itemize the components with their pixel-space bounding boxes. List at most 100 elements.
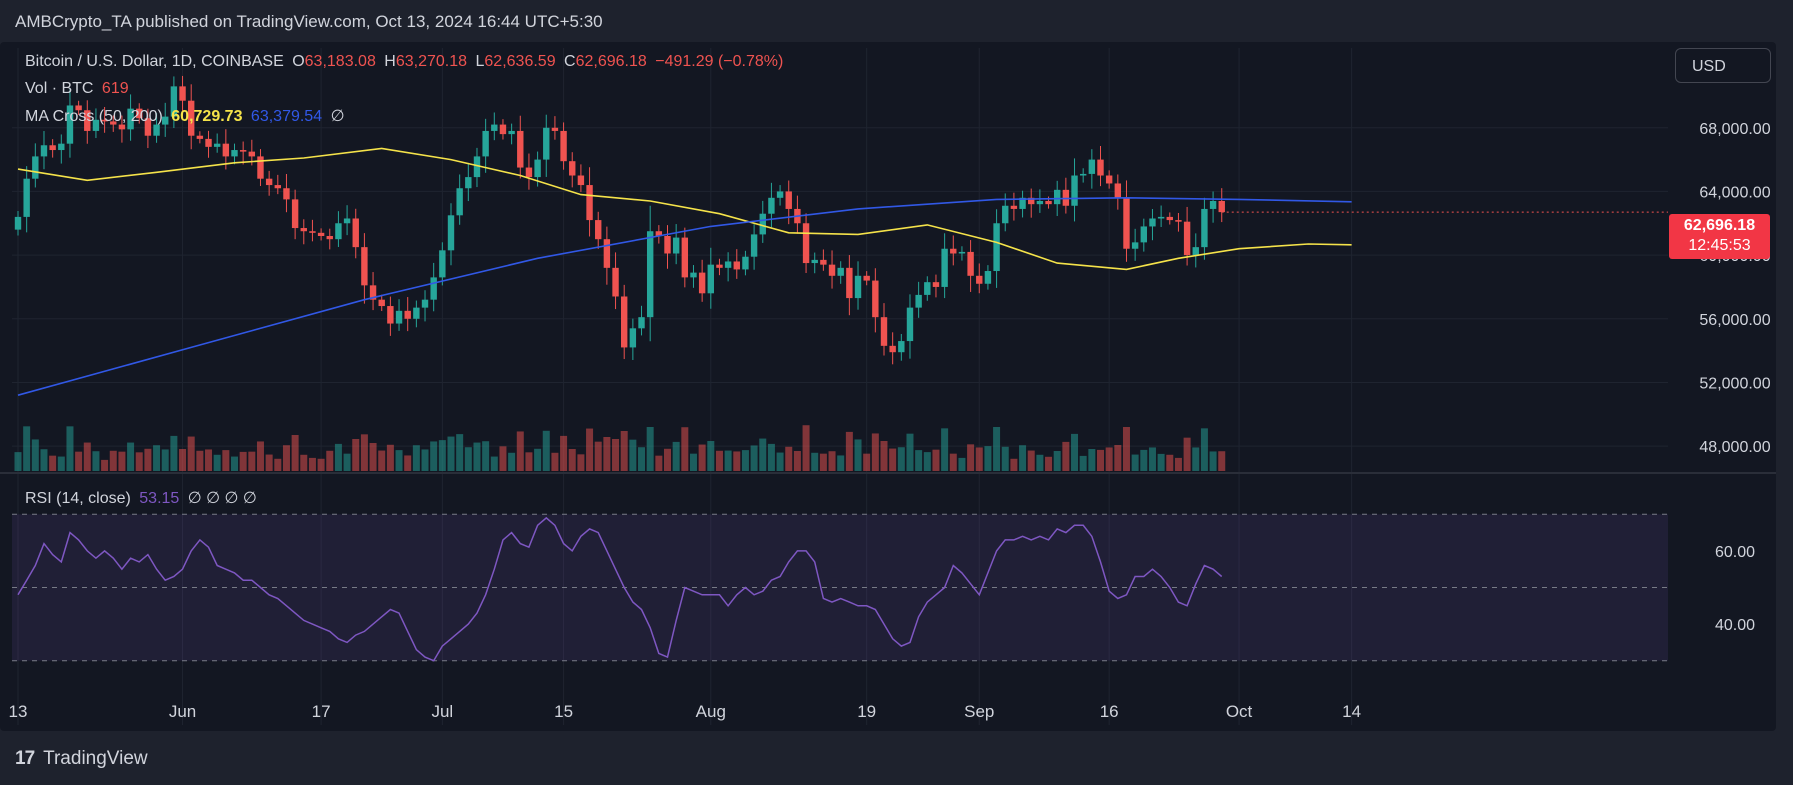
volume-bar [1166, 454, 1174, 471]
candle-body [742, 256, 749, 270]
volume-bar [265, 454, 273, 471]
footer-brand[interactable]: 17 TradingView [15, 748, 148, 770]
volume-bar [1209, 451, 1217, 471]
volume-bar [1062, 441, 1070, 471]
candle-body [1010, 205, 1018, 209]
rsi-label[interactable]: RSI (14, close) [25, 490, 131, 507]
candle-body [664, 236, 671, 254]
candle-body [1045, 200, 1052, 205]
candle-body [222, 143, 230, 157]
volume-bar [1148, 447, 1156, 471]
candle-body [941, 248, 948, 287]
volume-bar [282, 445, 290, 471]
candle-body [92, 119, 100, 131]
symbol-label[interactable]: Bitcoin / U.S. Dollar, 1D, COINBASE [25, 53, 284, 70]
candle-body [58, 143, 65, 151]
volume-bar [793, 451, 801, 471]
candle-body [880, 317, 888, 346]
volume-bar [326, 450, 334, 471]
currency-button[interactable]: USD [1675, 48, 1771, 83]
candle-body [932, 282, 940, 287]
ma-label[interactable]: MA Cross (50, 200) [25, 108, 163, 125]
volume-bar [378, 450, 386, 471]
candle-body [395, 310, 403, 324]
volume-bar [66, 426, 74, 471]
time-tick-label: 13 [9, 702, 28, 721]
volume-bar [741, 450, 749, 471]
volume-bar [525, 452, 533, 471]
rsi-line [17, 516, 1223, 662]
volume-bar [819, 453, 827, 471]
volume-bar [464, 447, 472, 471]
rsi-legend: RSI (14, close) 53.15 ∅ ∅ ∅ ∅ [25, 488, 261, 508]
high-value: 63,270.18 [395, 53, 468, 70]
candle-body [317, 232, 325, 236]
time-tick-label: 19 [857, 702, 876, 721]
candle-body [655, 231, 663, 236]
volume-bar [897, 447, 905, 471]
volume-bar [534, 448, 542, 471]
last-price: 62,696.18 [1683, 217, 1756, 234]
volume-bar [715, 450, 723, 471]
volume-bar [144, 448, 152, 471]
candle-body [1105, 175, 1113, 184]
candle-body [447, 215, 455, 251]
volume-bar [759, 438, 767, 471]
volume-bar [655, 455, 663, 471]
volume-bar [473, 442, 481, 471]
candle-body [32, 156, 39, 179]
ma-fast-value: 60,729.73 [171, 108, 243, 125]
volume-label[interactable]: Vol · BTC [25, 80, 94, 97]
candle-body [1028, 197, 1035, 205]
volume-bar [880, 441, 888, 471]
candle-body [915, 294, 922, 308]
volume-bar [689, 453, 697, 471]
candle-body [724, 261, 732, 268]
price-tick-label: 48,000.00 [1699, 439, 1770, 456]
candle-body [369, 285, 377, 300]
chart-frame[interactable] [0, 42, 1776, 731]
volume-bar [499, 446, 507, 471]
volume-bar [308, 457, 316, 471]
volume-bar [889, 448, 897, 471]
publisher-bar: AMBCrypto_TA published on TradingView.co… [0, 0, 1793, 42]
volume-bar [404, 455, 412, 471]
price-tick-label: 64,000.00 [1699, 184, 1770, 201]
volume-bar [101, 459, 109, 471]
candle-body [101, 119, 108, 122]
volume-bar [482, 441, 490, 471]
candle-body [517, 130, 524, 168]
volume-bar [845, 431, 853, 471]
volume-bar [1218, 451, 1226, 471]
price-tick-label: 56,000.00 [1699, 312, 1770, 329]
volume-bar [161, 449, 169, 471]
candle-body [759, 213, 766, 235]
candle-body [508, 130, 515, 135]
candle-body [1183, 221, 1191, 256]
ma-empty-value: ∅ [330, 108, 345, 125]
volume-bar [1053, 451, 1061, 471]
candle-body [40, 145, 48, 157]
volume-bar [83, 442, 91, 471]
candle-body [967, 251, 974, 276]
volume-bar [352, 439, 360, 471]
candle-body [681, 237, 689, 278]
candle-body [1131, 242, 1139, 249]
volume-bar [1105, 447, 1113, 471]
candle-body [248, 151, 256, 157]
volume-bar [542, 430, 550, 471]
volume-bar [620, 431, 628, 471]
volume-bar [135, 452, 143, 471]
volume-bar [334, 443, 342, 471]
candle-body [196, 135, 204, 139]
volume-bar [205, 449, 213, 471]
candle-body [638, 317, 645, 329]
volume-bar [369, 443, 377, 471]
candle-body [482, 130, 489, 157]
candle-body [144, 118, 152, 136]
volume-bar [837, 455, 845, 471]
volume-bar [767, 443, 775, 471]
volume-bar [49, 455, 57, 471]
volume-bar [222, 450, 230, 471]
